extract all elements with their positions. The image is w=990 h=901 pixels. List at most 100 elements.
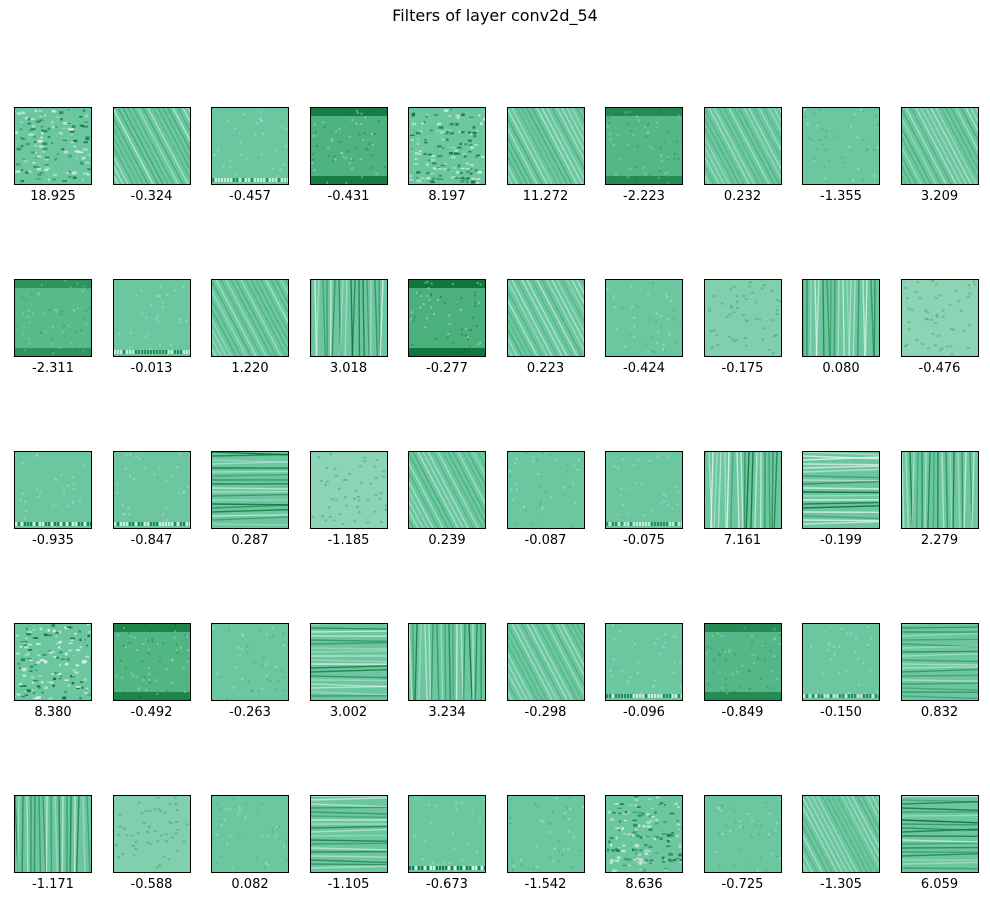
filter-cell: -1.185 bbox=[309, 451, 388, 548]
filter-value-label: 0.232 bbox=[723, 189, 762, 204]
filter-value-label: -1.185 bbox=[327, 533, 370, 548]
filter-image bbox=[408, 795, 486, 873]
filter-image bbox=[14, 279, 92, 357]
filter-cell: -0.175 bbox=[703, 279, 782, 376]
filter-image bbox=[605, 795, 683, 873]
filter-cell: 3.234 bbox=[408, 623, 486, 720]
filter-value-label: 8.380 bbox=[34, 705, 72, 720]
filter-value-label: 18.925 bbox=[30, 189, 76, 204]
filter-image bbox=[900, 451, 979, 529]
filter-image bbox=[506, 279, 585, 357]
filter-cell: 0.082 bbox=[211, 795, 289, 892]
filter-cell: -1.355 bbox=[802, 107, 880, 204]
filter-value-label: -0.075 bbox=[623, 533, 665, 548]
filter-cell: -0.150 bbox=[802, 623, 880, 720]
filter-cell: -0.013 bbox=[112, 279, 191, 376]
filter-value-label: -0.588 bbox=[130, 877, 173, 892]
filter-image bbox=[900, 279, 979, 357]
filter-image bbox=[14, 451, 92, 529]
filter-image bbox=[802, 623, 880, 701]
filter-cell: -0.096 bbox=[605, 623, 683, 720]
filter-image bbox=[802, 451, 880, 529]
filter-value-label: -0.424 bbox=[623, 361, 665, 376]
filter-cell: -0.492 bbox=[112, 623, 191, 720]
filter-cell: 0.232 bbox=[703, 107, 782, 204]
filter-cell: -0.087 bbox=[506, 451, 585, 548]
filter-cell: 0.223 bbox=[506, 279, 585, 376]
filter-cell: -0.673 bbox=[408, 795, 486, 892]
filter-value-label: -0.324 bbox=[130, 189, 173, 204]
filter-cell: -0.725 bbox=[703, 795, 782, 892]
filter-image bbox=[605, 623, 683, 701]
filter-image bbox=[506, 107, 585, 185]
filter-value-label: -0.298 bbox=[524, 705, 567, 720]
filter-value-label: -1.171 bbox=[32, 877, 74, 892]
filter-image bbox=[605, 107, 683, 185]
filter-image bbox=[703, 451, 782, 529]
filter-image bbox=[605, 451, 683, 529]
filter-cell: -0.199 bbox=[802, 451, 880, 548]
filter-value-label: -0.935 bbox=[32, 533, 74, 548]
filter-image bbox=[802, 279, 880, 357]
filter-cell: -1.105 bbox=[309, 795, 388, 892]
filter-image bbox=[211, 107, 289, 185]
filter-cell: -0.476 bbox=[900, 279, 979, 376]
filter-cell: 7.161 bbox=[703, 451, 782, 548]
filter-image bbox=[408, 107, 486, 185]
filter-value-label: -1.542 bbox=[524, 877, 567, 892]
filter-image bbox=[900, 623, 979, 701]
figure-title: Filters of layer conv2d_54 bbox=[392, 6, 598, 25]
filter-image bbox=[14, 623, 92, 701]
filter-cell: -0.457 bbox=[211, 107, 289, 204]
filter-image bbox=[506, 795, 585, 873]
filter-image bbox=[112, 279, 191, 357]
filter-cell: -0.263 bbox=[211, 623, 289, 720]
filter-image bbox=[211, 451, 289, 529]
filter-image bbox=[408, 451, 486, 529]
filter-cell: 1.220 bbox=[211, 279, 289, 376]
filter-value-label: -0.096 bbox=[623, 705, 665, 720]
filter-cell: -0.075 bbox=[605, 451, 683, 548]
filter-image bbox=[802, 795, 880, 873]
filter-value-label: 0.832 bbox=[920, 705, 959, 720]
filter-image bbox=[703, 795, 782, 873]
filter-value-label: -0.175 bbox=[721, 361, 764, 376]
filter-image bbox=[309, 451, 388, 529]
filter-cell: 0.287 bbox=[211, 451, 289, 548]
filter-value-label: -0.457 bbox=[229, 189, 271, 204]
filter-value-label: -0.847 bbox=[130, 533, 173, 548]
filter-value-label: 1.220 bbox=[231, 361, 269, 376]
filter-cell: -1.542 bbox=[506, 795, 585, 892]
filter-cell: 3.002 bbox=[309, 623, 388, 720]
filter-value-label: -0.725 bbox=[721, 877, 764, 892]
filter-value-label: -2.223 bbox=[623, 189, 665, 204]
filter-image bbox=[703, 279, 782, 357]
filter-cell: -1.305 bbox=[802, 795, 880, 892]
filter-image bbox=[703, 107, 782, 185]
filter-value-label: -0.277 bbox=[426, 361, 468, 376]
filter-image bbox=[14, 107, 92, 185]
filter-value-label: 3.018 bbox=[329, 361, 368, 376]
filter-image bbox=[506, 623, 585, 701]
filter-cell: -0.324 bbox=[112, 107, 191, 204]
filter-cell: 3.209 bbox=[900, 107, 979, 204]
filter-cell: 8.197 bbox=[408, 107, 486, 204]
filter-cell: 18.925 bbox=[14, 107, 92, 204]
filter-value-label: -0.150 bbox=[820, 705, 862, 720]
filter-value-label: 0.287 bbox=[231, 533, 269, 548]
filter-image bbox=[309, 623, 388, 701]
filter-image bbox=[112, 451, 191, 529]
filter-cell: -0.935 bbox=[14, 451, 92, 548]
filter-image bbox=[112, 623, 191, 701]
filter-image bbox=[112, 107, 191, 185]
filter-value-label: 0.082 bbox=[231, 877, 269, 892]
filter-cell: 11.272 bbox=[506, 107, 585, 204]
filter-image bbox=[211, 623, 289, 701]
filter-value-label: -0.087 bbox=[524, 533, 567, 548]
filter-value-label: 2.279 bbox=[920, 533, 959, 548]
filter-image bbox=[211, 795, 289, 873]
filter-value-label: -1.305 bbox=[820, 877, 862, 892]
filter-value-label: -0.199 bbox=[820, 533, 862, 548]
filter-value-label: 11.272 bbox=[522, 189, 569, 204]
filter-image bbox=[309, 279, 388, 357]
